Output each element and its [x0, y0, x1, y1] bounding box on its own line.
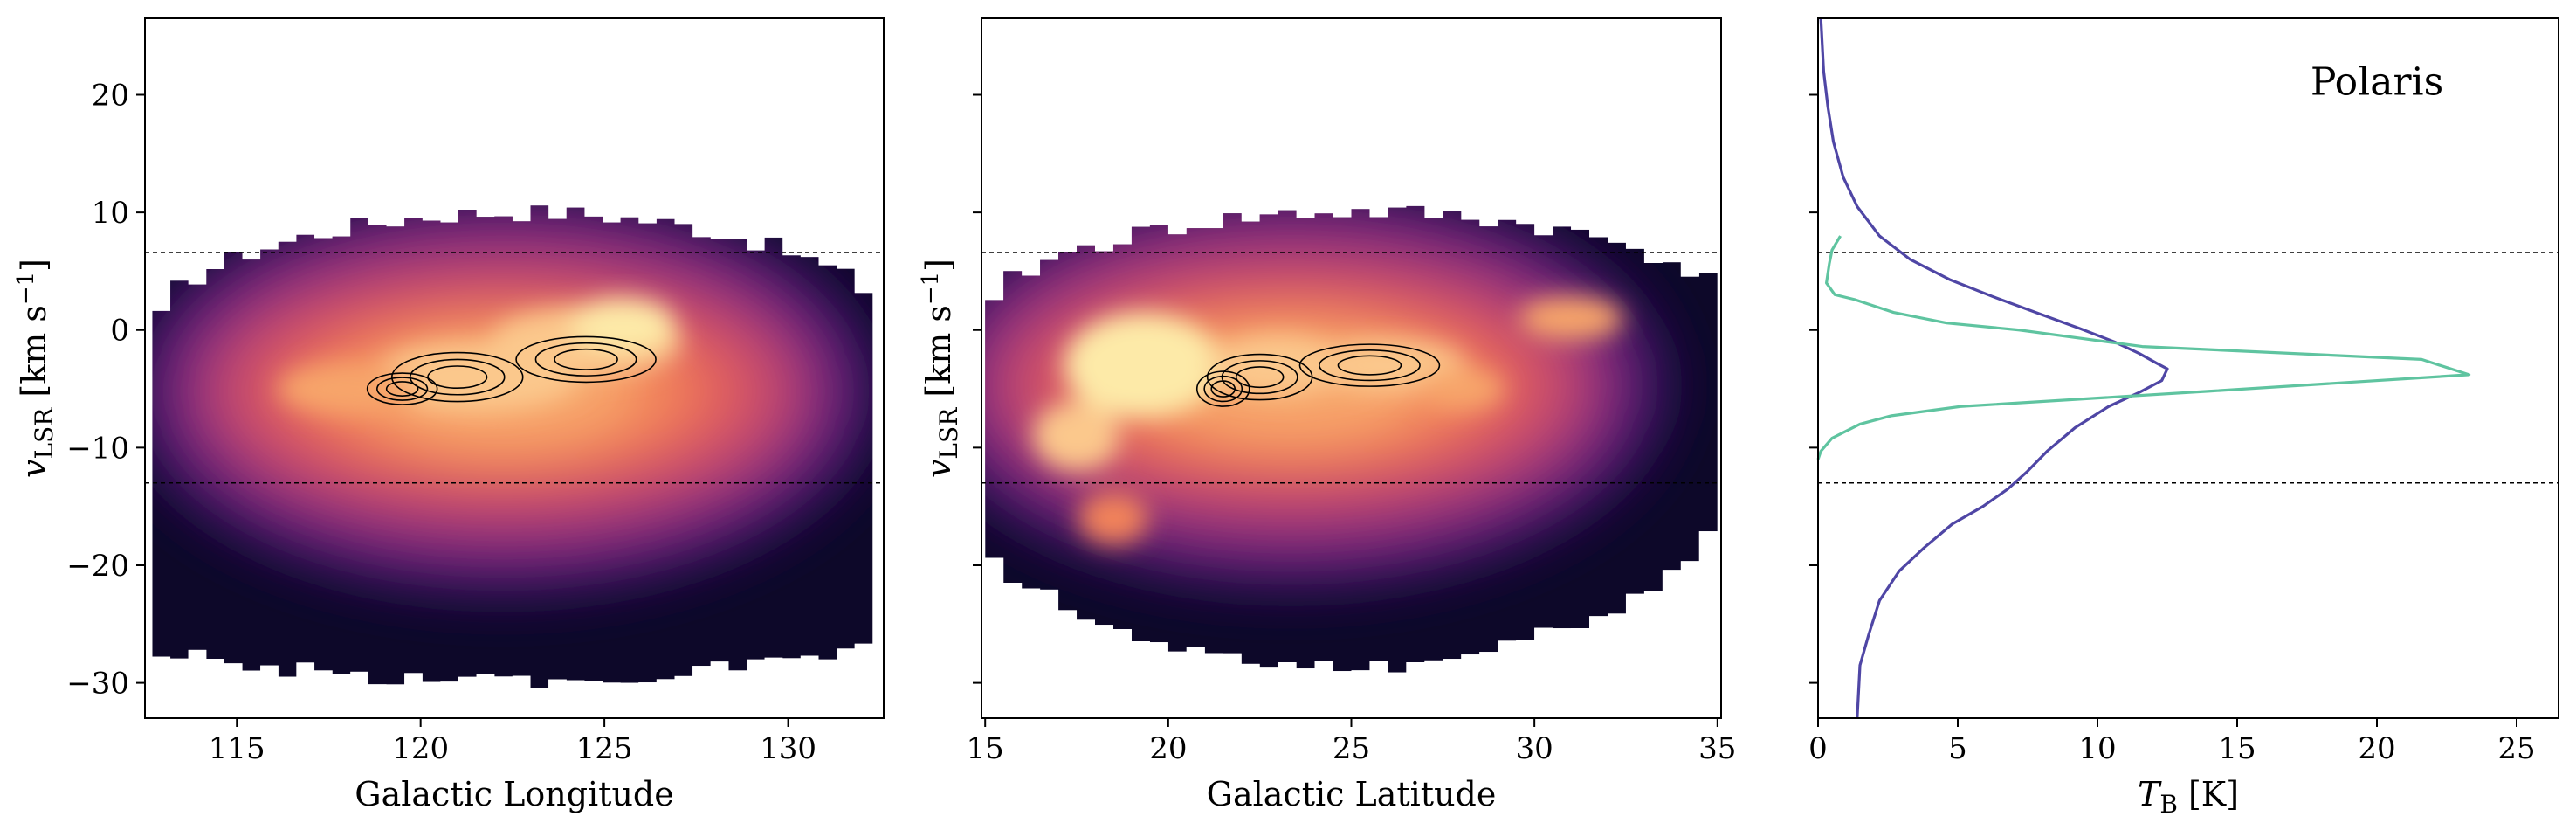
- spectrum-xtick-label: 5: [1948, 731, 1967, 766]
- longitude-ytick-label: 20: [92, 79, 129, 114]
- x-axis-label-latitude: Galactic Latitude: [1207, 775, 1497, 813]
- y-axis-label-latitude: vLSR [km s−1]: [918, 259, 963, 478]
- heat-peak: [1208, 335, 1348, 397]
- contour-line: [1221, 360, 1298, 395]
- contour-line: [1298, 343, 1441, 387]
- longitude-ytick-label: 0: [110, 314, 129, 349]
- latitude-xtick-label: 15: [967, 731, 1004, 766]
- contours-longitude: [366, 335, 657, 405]
- contour-line: [515, 335, 657, 384]
- longitude-ytick-label: −10: [66, 431, 129, 466]
- latitude-xtick-label: 20: [1149, 731, 1187, 766]
- series-line-broad: [1819, 17, 2169, 719]
- heat-peak: [1078, 492, 1148, 545]
- panel-spectrum: 0 5 10 15 20 25 Polaris TB [K]: [1808, 17, 2559, 819]
- longitude-xtick-label: 125: [576, 731, 633, 766]
- latitude-xtick-label: 25: [1333, 731, 1370, 766]
- heatmap-latitude: [985, 205, 1718, 673]
- contour-line: [1210, 380, 1236, 398]
- longitude-ytick-label: 10: [92, 196, 129, 231]
- spectrum-xtick-label: 0: [1808, 731, 1828, 766]
- spectrum-xtick-label: 10: [2078, 731, 2116, 766]
- longitude-ytick-label: −30: [66, 667, 129, 702]
- contour-line: [1319, 349, 1421, 382]
- x-axis-label-brightness-temperature: TB [K]: [2138, 775, 2239, 819]
- annotation-polaris: Polaris: [2311, 60, 2443, 105]
- contour-line: [427, 365, 488, 389]
- spectrum-xtick-label: 25: [2497, 731, 2535, 766]
- heat-peak: [1417, 367, 1505, 412]
- contour-line: [376, 377, 429, 401]
- longitude-xtick-label: 120: [392, 731, 449, 766]
- latitude-xtick-label: 35: [1698, 731, 1736, 766]
- contour-line: [1195, 370, 1250, 407]
- contour-line: [1203, 375, 1243, 403]
- contour-line: [1235, 366, 1285, 389]
- latitude-xtick-label: 30: [1516, 731, 1553, 766]
- contours-latitude: [1195, 343, 1441, 407]
- heat-peak: [1064, 313, 1222, 418]
- contour-line: [534, 342, 637, 377]
- longitude-xtick-label: 130: [760, 731, 816, 766]
- axes-frame-spectrum: [1817, 17, 2559, 719]
- heat-peak: [1033, 400, 1121, 471]
- longitude-xtick-label: 115: [209, 731, 265, 766]
- contour-line: [1337, 355, 1402, 376]
- spectrum-xtick-label: 15: [2218, 731, 2256, 766]
- heatmap-longitude: [152, 205, 873, 688]
- longitude-ytick-label: −20: [66, 549, 129, 584]
- series-line-narrow: [1816, 235, 2471, 460]
- y-axis-label-longitude: vLSR [km s−1]: [13, 259, 59, 478]
- contour-line: [385, 381, 419, 397]
- heat-peak: [1519, 296, 1624, 341]
- contour-line: [554, 348, 618, 370]
- axes-frame-longitude: [144, 17, 885, 719]
- heat-peak: [277, 363, 417, 416]
- contour-line: [366, 372, 438, 405]
- contour-line: [409, 358, 506, 396]
- contour-line: [390, 351, 524, 403]
- x-axis-label-longitude: Galactic Longitude: [355, 775, 674, 813]
- spectrum-xtick-label: 20: [2358, 731, 2395, 766]
- panel-longitude: 115 120 125 130 20 10 0 −10 −20 −30 Galactic Long…: [13, 17, 885, 813]
- panel-latitude: 15 20 25 30 35 Galactic Latitude vLSR [km s−…: [918, 17, 1736, 813]
